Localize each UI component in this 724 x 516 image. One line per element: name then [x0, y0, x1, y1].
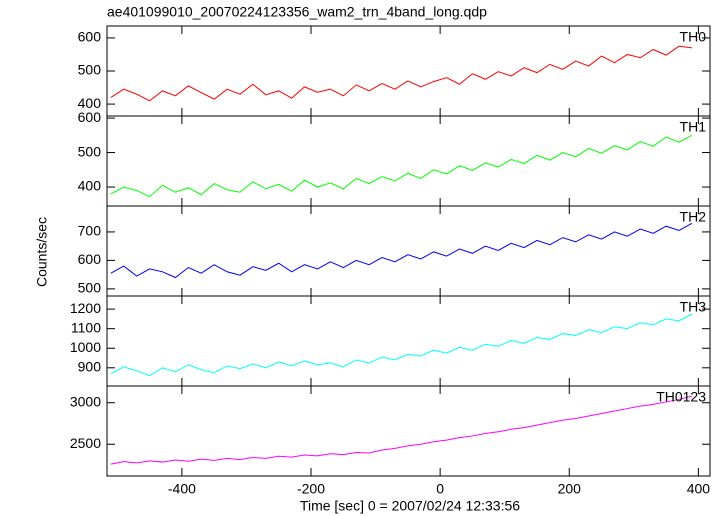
- y-tick-label: 500: [78, 62, 102, 78]
- panel-frame: [106, 25, 711, 117]
- data-line: [110, 134, 693, 198]
- y-tick-label: 1000: [70, 339, 101, 355]
- x-tick-label: -400: [168, 481, 196, 497]
- series-label: TH2: [680, 209, 707, 225]
- y-tick-label: 600: [78, 29, 102, 45]
- y-tick-label: 2500: [70, 435, 101, 451]
- y-tick-label: 500: [78, 280, 102, 296]
- y-tick-label: 3000: [70, 393, 101, 409]
- panel-frame: [106, 295, 711, 387]
- panel-frame: [106, 385, 711, 477]
- y-tick-label: 1100: [71, 319, 101, 335]
- series-label: TH0123: [656, 389, 706, 405]
- panel-frame: [106, 205, 711, 297]
- series-label: TH0: [680, 29, 707, 45]
- x-tick-label: 400: [687, 481, 711, 497]
- data-line: [110, 222, 693, 279]
- y-tick-label: 500: [78, 143, 102, 159]
- data-line: [110, 45, 692, 102]
- x-tick-label: 0: [436, 481, 444, 497]
- y-tick-label: 400: [78, 178, 102, 194]
- y-tick-label: 900: [78, 359, 102, 375]
- data-line: [110, 313, 693, 377]
- x-tick-label: -200: [297, 481, 325, 497]
- y-tick-label: 700: [78, 223, 102, 239]
- x-tick-label: 200: [558, 481, 582, 497]
- series-label: TH3: [680, 299, 707, 315]
- y-axis-label: Counts/sec: [34, 217, 50, 287]
- chart-title: ae401099010_20070224123356_wam2_trn_4ban…: [107, 4, 487, 20]
- y-tick-label: 400: [78, 95, 102, 111]
- y-tick-label: 600: [78, 109, 102, 125]
- series-label: TH1: [680, 119, 707, 135]
- x-axis-label: Time [sec] 0 = 2007/02/24 12:33:56: [300, 498, 520, 514]
- y-tick-label: 600: [78, 251, 102, 267]
- data-line: [110, 395, 693, 465]
- y-tick-label: 1200: [70, 300, 101, 316]
